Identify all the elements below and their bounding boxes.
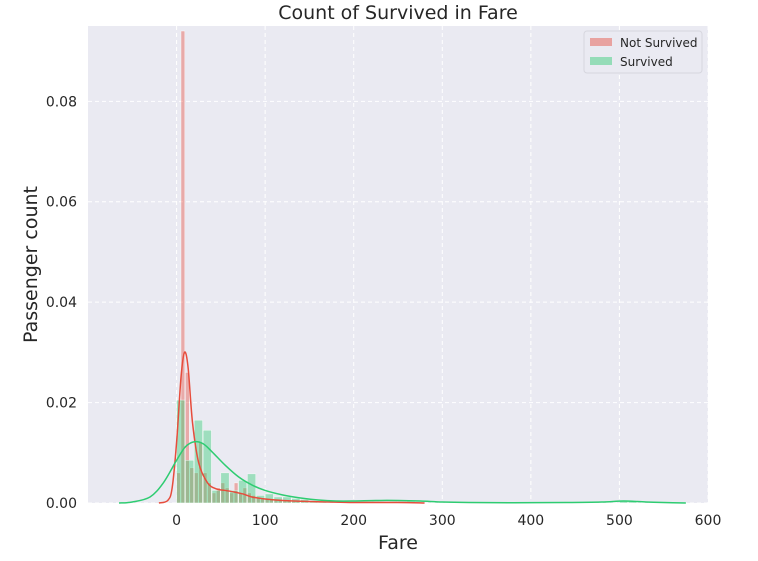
- legend-label-survived: Survived: [620, 55, 673, 69]
- y-tick-label: 0.04: [46, 295, 77, 311]
- bar-survived: [185, 460, 194, 504]
- legend-swatch-survived: [590, 57, 612, 65]
- x-tick-label: 0: [172, 513, 181, 529]
- legend-box: [583, 30, 703, 74]
- tick-labels: 0 100 200 300 400 500 600 0.00 0.02 0.04 0.06 0.08: [46, 94, 722, 529]
- x-tick-label: 400: [517, 513, 544, 529]
- x-tick-label: 200: [340, 513, 367, 529]
- bar-survived: [211, 490, 221, 504]
- kde-curves: [118, 351, 686, 504]
- legend: Not Survived Survived: [583, 30, 703, 74]
- chart-title: Count of Survived in Fare: [278, 2, 518, 24]
- plot-background: [88, 26, 708, 503]
- y-tick-label: 0.00: [46, 496, 77, 512]
- bar-survived: [238, 480, 248, 504]
- x-tick-label: 600: [695, 513, 722, 529]
- x-tick-label: 500: [606, 513, 633, 529]
- legend-label-not-survived: Not Survived: [620, 36, 698, 50]
- legend-swatch-not-survived: [590, 38, 612, 46]
- histogram-bars: [176, 30, 637, 504]
- bar-survived: [229, 490, 239, 504]
- x-axis-label: Fare: [378, 532, 418, 554]
- y-tick-label: 0.02: [46, 396, 77, 412]
- bar-survived: [220, 472, 230, 504]
- x-tick-label: 300: [429, 513, 456, 529]
- x-tick-label: 100: [252, 513, 279, 529]
- kde-line-survived: [118, 440, 686, 504]
- y-axis-label: Passenger count: [20, 186, 42, 343]
- bar-survived: [202, 429, 212, 504]
- bar-survived: [247, 473, 256, 504]
- y-tick-label: 0.06: [46, 195, 77, 211]
- kde-line-not-survived: [158, 351, 425, 504]
- y-tick-label: 0.08: [46, 94, 77, 110]
